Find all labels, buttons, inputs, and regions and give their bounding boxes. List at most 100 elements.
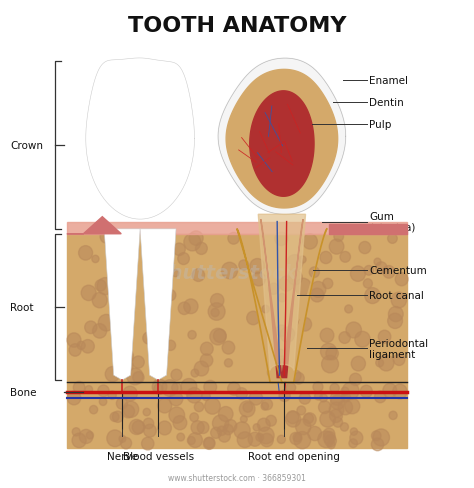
Circle shape bbox=[100, 230, 114, 244]
Text: TOOTH ANATOMY: TOOTH ANATOMY bbox=[128, 16, 346, 36]
Circle shape bbox=[225, 359, 232, 367]
Circle shape bbox=[318, 431, 334, 447]
Circle shape bbox=[320, 252, 332, 264]
Text: Root: Root bbox=[10, 302, 34, 312]
Circle shape bbox=[158, 331, 169, 342]
Circle shape bbox=[219, 430, 230, 442]
Circle shape bbox=[69, 344, 81, 356]
Circle shape bbox=[388, 307, 403, 322]
Circle shape bbox=[223, 425, 233, 435]
Circle shape bbox=[329, 240, 344, 255]
Circle shape bbox=[329, 409, 342, 423]
Circle shape bbox=[383, 384, 397, 398]
Circle shape bbox=[239, 260, 249, 270]
Circle shape bbox=[197, 422, 209, 434]
Circle shape bbox=[359, 242, 371, 254]
Circle shape bbox=[172, 383, 182, 393]
Circle shape bbox=[127, 368, 143, 385]
Circle shape bbox=[262, 399, 273, 410]
Circle shape bbox=[234, 422, 250, 439]
Circle shape bbox=[313, 382, 323, 392]
Circle shape bbox=[342, 383, 359, 400]
Circle shape bbox=[210, 294, 224, 308]
Circle shape bbox=[190, 413, 199, 422]
Circle shape bbox=[250, 259, 264, 274]
Circle shape bbox=[98, 385, 109, 397]
Circle shape bbox=[341, 393, 350, 402]
Circle shape bbox=[122, 405, 135, 418]
Circle shape bbox=[154, 384, 163, 394]
Circle shape bbox=[205, 398, 220, 414]
Circle shape bbox=[173, 244, 185, 256]
Circle shape bbox=[152, 379, 167, 395]
Circle shape bbox=[228, 383, 240, 395]
Circle shape bbox=[279, 390, 290, 402]
Circle shape bbox=[350, 428, 357, 435]
Circle shape bbox=[261, 403, 269, 410]
Polygon shape bbox=[67, 234, 407, 383]
Circle shape bbox=[73, 382, 85, 394]
Circle shape bbox=[276, 325, 287, 337]
Circle shape bbox=[97, 278, 114, 295]
Circle shape bbox=[323, 428, 335, 440]
Circle shape bbox=[72, 433, 86, 448]
Circle shape bbox=[120, 437, 132, 449]
Circle shape bbox=[330, 384, 339, 393]
Circle shape bbox=[147, 255, 154, 262]
Circle shape bbox=[165, 341, 175, 351]
Circle shape bbox=[309, 267, 319, 278]
Circle shape bbox=[330, 395, 345, 410]
Circle shape bbox=[262, 305, 269, 313]
Circle shape bbox=[310, 282, 326, 298]
Circle shape bbox=[210, 328, 226, 345]
Circle shape bbox=[346, 322, 362, 338]
Circle shape bbox=[364, 266, 374, 276]
Circle shape bbox=[258, 427, 274, 444]
Circle shape bbox=[299, 392, 310, 405]
Circle shape bbox=[355, 332, 370, 347]
Circle shape bbox=[213, 329, 226, 343]
Circle shape bbox=[177, 433, 184, 441]
Circle shape bbox=[90, 406, 98, 414]
Circle shape bbox=[321, 356, 338, 373]
Circle shape bbox=[143, 418, 154, 429]
Circle shape bbox=[285, 372, 292, 379]
Circle shape bbox=[389, 411, 397, 420]
Circle shape bbox=[365, 288, 380, 304]
Circle shape bbox=[379, 355, 394, 371]
Circle shape bbox=[144, 424, 156, 437]
Circle shape bbox=[323, 279, 333, 289]
Circle shape bbox=[360, 386, 372, 398]
Circle shape bbox=[395, 273, 408, 286]
Circle shape bbox=[329, 402, 344, 417]
Circle shape bbox=[345, 399, 360, 414]
Circle shape bbox=[142, 437, 154, 450]
Circle shape bbox=[374, 391, 386, 403]
Circle shape bbox=[280, 327, 295, 343]
Circle shape bbox=[188, 331, 196, 339]
Circle shape bbox=[143, 408, 150, 416]
Circle shape bbox=[99, 398, 107, 406]
Circle shape bbox=[221, 263, 237, 279]
Circle shape bbox=[303, 413, 316, 427]
Circle shape bbox=[294, 431, 310, 449]
Circle shape bbox=[169, 407, 185, 424]
Text: Enamel: Enamel bbox=[369, 76, 408, 86]
Circle shape bbox=[162, 380, 178, 397]
Text: www.shutterstock.com · 366859301: www.shutterstock.com · 366859301 bbox=[168, 473, 306, 483]
Circle shape bbox=[237, 432, 253, 447]
Circle shape bbox=[188, 433, 202, 447]
Circle shape bbox=[277, 435, 285, 444]
Circle shape bbox=[308, 427, 322, 441]
Circle shape bbox=[153, 270, 170, 287]
Circle shape bbox=[246, 311, 260, 325]
Circle shape bbox=[118, 270, 127, 279]
Circle shape bbox=[123, 402, 139, 418]
Circle shape bbox=[79, 246, 92, 261]
Circle shape bbox=[341, 387, 349, 396]
Circle shape bbox=[345, 305, 353, 313]
Circle shape bbox=[165, 290, 176, 301]
Text: Cementum: Cementum bbox=[369, 266, 427, 276]
Circle shape bbox=[161, 247, 170, 256]
Circle shape bbox=[172, 270, 179, 277]
